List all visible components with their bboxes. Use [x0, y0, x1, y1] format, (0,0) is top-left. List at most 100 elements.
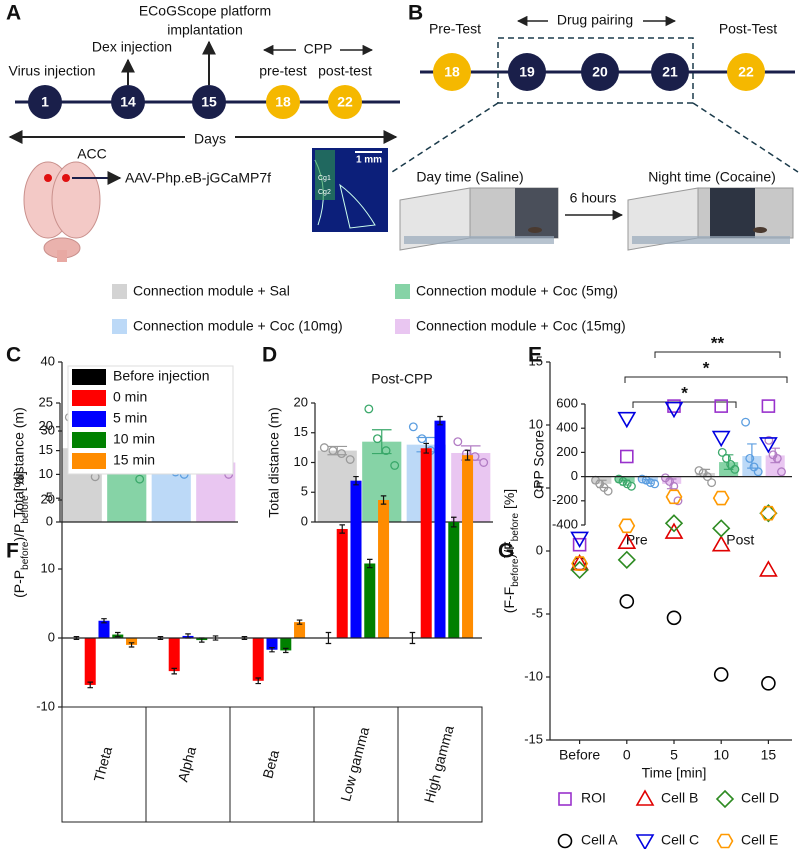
- error-bar: [367, 558, 373, 569]
- error-bar: [296, 619, 303, 625]
- y-tick-label: 5: [536, 479, 543, 494]
- day-number: 1: [41, 94, 49, 110]
- cage-day: [399, 187, 559, 251]
- y-tick-label: 15: [39, 442, 53, 457]
- y-axis-label-part: before: [510, 558, 521, 587]
- data-point: [328, 446, 338, 456]
- y-tick-label: 10: [294, 454, 308, 469]
- data-point: [381, 446, 391, 456]
- event-label: post-test: [318, 63, 372, 79]
- y-tick-label: 20: [41, 491, 55, 506]
- data-point: [372, 434, 382, 444]
- x-tick-label: Before: [559, 747, 600, 763]
- day-number: 22: [337, 94, 353, 110]
- marker: [664, 522, 684, 539]
- data-point: [337, 449, 347, 459]
- error-bar: [255, 677, 261, 685]
- data-point: [646, 478, 655, 488]
- legend-swatch: [72, 432, 106, 448]
- data-point: [730, 464, 740, 474]
- y-axis-label-part: )/P: [11, 524, 27, 542]
- marker: [666, 610, 682, 626]
- y-axis-label: (P-Pbefore)/Pbefore [%]: [11, 471, 31, 598]
- event-label: Dex injection: [92, 39, 172, 55]
- data-point: [650, 479, 660, 489]
- data-point: [417, 434, 427, 444]
- y-axis-label: Total distance (m): [266, 407, 282, 517]
- panel-b: Pre-Test Post-Test Drug pairing 18 19 20…: [391, 12, 799, 251]
- event-label: ECoGScope platform: [139, 3, 271, 19]
- y-axis-label: CPP Score: [531, 430, 547, 499]
- data-point: [603, 486, 613, 496]
- y-tick-label: 10: [39, 466, 53, 481]
- x-tick-label: 5: [670, 747, 678, 763]
- y-axis-label-part: )/F: [501, 541, 517, 558]
- zoom-line: [692, 102, 799, 173]
- day-number: 15: [201, 94, 217, 110]
- signal: [315, 150, 335, 200]
- bar: [98, 620, 110, 638]
- y-tick-label: 20: [39, 418, 53, 433]
- error-bar: [269, 647, 275, 653]
- marker: [617, 550, 636, 569]
- marker: [711, 430, 731, 448]
- marker: [665, 489, 683, 505]
- legend-label: Before injection: [113, 368, 210, 384]
- data-point: [753, 467, 763, 477]
- data-point: [626, 481, 636, 491]
- marker: [712, 519, 731, 538]
- day-node: [266, 85, 300, 119]
- legend-label: Cell B: [661, 790, 698, 806]
- y-tick-label: -5: [531, 605, 543, 620]
- data-point: [390, 461, 400, 470]
- significance-label: *: [703, 358, 710, 377]
- legend-swatch: [112, 319, 127, 334]
- data-point: [345, 455, 355, 464]
- data-point: [777, 467, 786, 477]
- x-tick-label: 0: [623, 747, 631, 763]
- legend-label: Cell E: [741, 832, 778, 848]
- bar: [420, 448, 432, 638]
- error-bar: [115, 631, 121, 638]
- y-tick-label: 40: [41, 353, 55, 368]
- phase-label: Drug pairing: [557, 12, 633, 28]
- data-point: [741, 417, 751, 427]
- significance-label: **: [711, 333, 725, 352]
- y-tick-label: -15: [524, 731, 543, 746]
- significance-bracket: [632, 401, 737, 408]
- marker: [714, 399, 729, 413]
- day-number: 22: [738, 64, 754, 80]
- legend-label: ROI: [581, 790, 606, 806]
- error-bar: [380, 495, 387, 505]
- panel-letter: E: [528, 344, 542, 367]
- x-tick-label: 15: [761, 747, 777, 763]
- condition-label: Day time (Saline): [416, 169, 523, 185]
- x-tick-label: Low gamma: [337, 725, 372, 803]
- marker: [761, 675, 776, 691]
- error-bar: [353, 475, 359, 486]
- legend-swatch: [72, 369, 106, 385]
- legend-label: Connection module + Coc (15mg): [416, 318, 626, 334]
- data-point: [453, 437, 463, 447]
- y-tick-label: 20: [294, 394, 308, 409]
- day-number: 21: [662, 64, 678, 80]
- panel-letter: B: [408, 2, 423, 25]
- legend-swatch: [112, 284, 127, 299]
- panel-letter: D: [262, 344, 277, 367]
- phase-label: Pre-Test: [429, 21, 481, 37]
- y-tick-label: 5: [46, 490, 53, 505]
- legend-label: 15 min: [113, 452, 155, 468]
- day-node: [28, 85, 62, 119]
- day-number: 18: [444, 64, 460, 80]
- day-node: [727, 53, 765, 91]
- legend-label: 0 min: [113, 389, 147, 405]
- y-tick-label: 30: [41, 422, 55, 437]
- bar: [126, 638, 138, 645]
- legend-label: Cell D: [741, 790, 779, 806]
- data-point: [745, 454, 755, 463]
- panel-letter: F: [6, 540, 19, 563]
- y-tick-label: 0: [301, 513, 308, 528]
- marker: [711, 535, 731, 552]
- day-node: [433, 53, 471, 91]
- y-axis-label-part: before: [510, 512, 521, 541]
